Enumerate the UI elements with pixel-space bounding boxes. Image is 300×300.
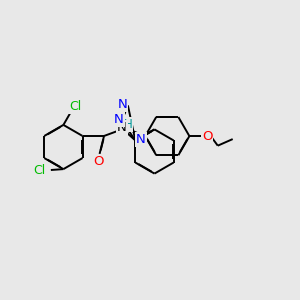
Text: N: N [117, 121, 127, 134]
Text: N: N [114, 112, 124, 126]
Text: Cl: Cl [69, 100, 82, 113]
Text: H: H [124, 118, 132, 131]
Text: Cl: Cl [33, 164, 46, 177]
Text: O: O [202, 130, 212, 142]
Text: O: O [93, 155, 103, 168]
Text: N: N [118, 98, 128, 111]
Text: N: N [136, 133, 146, 146]
